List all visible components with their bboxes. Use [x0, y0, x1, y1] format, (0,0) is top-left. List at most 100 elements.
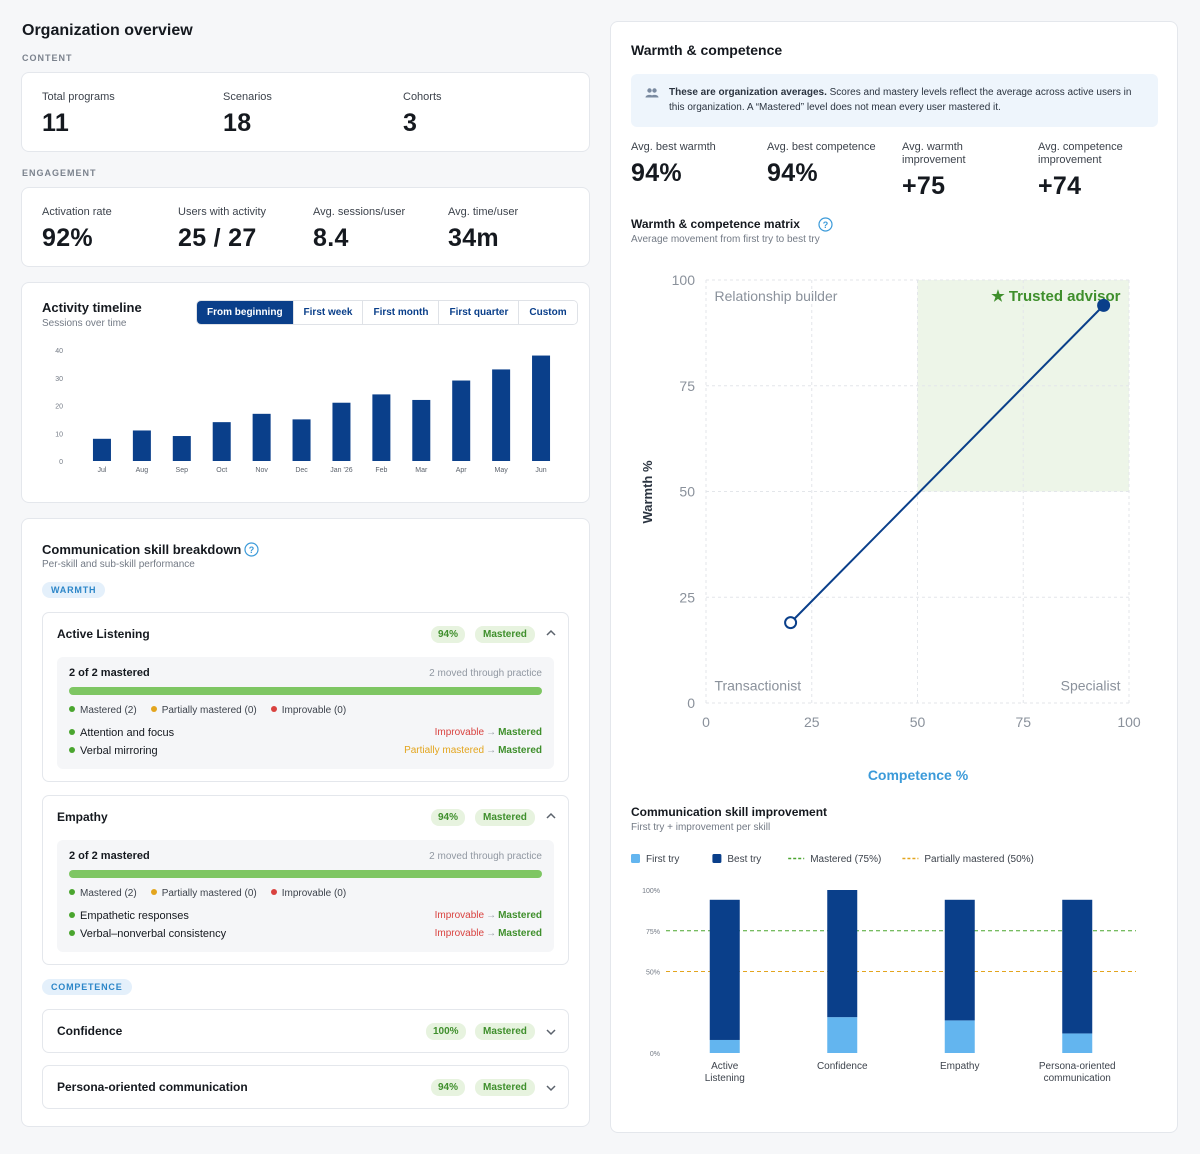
help-icon[interactable]: ?	[244, 542, 259, 557]
subskill-row: Verbal–nonverbal consistency Improvable →…	[69, 928, 542, 940]
chevron-down-icon[interactable]	[544, 1025, 558, 1039]
y-tick-label: 100%	[642, 888, 660, 895]
x-tick-label: Nov	[255, 467, 268, 474]
subskill-row: Verbal mirroring Partially mastered → Mast…	[69, 745, 542, 757]
range-custom[interactable]: Custom	[519, 301, 577, 324]
x-tick-label: Active	[711, 1061, 739, 1072]
x-tick-label: Listening	[705, 1073, 745, 1084]
warmth-title: Warmth & competence	[631, 42, 783, 58]
range-first-month[interactable]: First month	[363, 301, 440, 324]
x-tick-label: 25	[804, 714, 820, 730]
stat-label: Avg. best warmth	[631, 141, 716, 153]
stat-value: 94%	[767, 159, 818, 187]
stat-value: 25 / 27	[178, 224, 257, 252]
bar	[372, 394, 391, 461]
skill-card-persona-oriented[interactable]: Persona-oriented communication 94% Maste…	[42, 1065, 569, 1109]
bar	[172, 436, 191, 461]
mastery-legend: Mastered (2) Partially mastered (0) Impr…	[69, 888, 346, 899]
y-tick-label: 0%	[650, 1051, 660, 1058]
stat-value: +74	[1038, 172, 1082, 200]
status-badge: Mastered	[475, 1079, 535, 1096]
bar	[132, 430, 151, 461]
legend-improvable: Improvable (0)	[270, 705, 346, 716]
content-stats-card: Total programs 11 Scenarios 18 Cohorts 3	[21, 72, 590, 152]
dot-icon	[69, 706, 75, 712]
y-tick-label: 40	[55, 348, 63, 355]
warmth-competence-card: Warmth & competence These are organizati…	[610, 21, 1178, 1133]
arrow-right-icon: →	[486, 910, 497, 921]
x-tick-label: 100	[1117, 714, 1141, 730]
stacked-bar-segment	[827, 1017, 858, 1053]
legend-label: Partially mastered (50%)	[924, 854, 1033, 865]
chevron-up-icon[interactable]	[544, 626, 558, 640]
x-tick-label: Empathy	[940, 1061, 979, 1072]
bar	[412, 399, 431, 461]
skill-score-badge: 94%	[431, 1079, 466, 1096]
stat-label: Avg. warmth improvement	[902, 141, 966, 166]
y-tick-label: 50%	[646, 970, 660, 977]
page-title: Organization overview	[22, 22, 193, 39]
skill-improvement-chart: First try Best try Mastered (75%) Partially…	[631, 854, 1136, 1084]
stat-label: Activation rate	[42, 206, 112, 218]
svg-text:?: ?	[249, 545, 255, 555]
mastery-legend: Mastered (2) Partially mastered (0) Impr…	[69, 705, 346, 716]
subskill-row: Attention and focus Improvable → Mastered	[69, 727, 542, 739]
quadrant-label-bottom-left: Transactionist	[714, 677, 801, 693]
users-icon	[645, 88, 659, 98]
y-tick-label: 0	[59, 459, 63, 466]
stat-label: Users with activity	[178, 206, 267, 218]
org-average-note: These are organization averages. Scores …	[631, 74, 1158, 127]
bar	[92, 438, 111, 461]
chevron-up-icon[interactable]	[544, 809, 558, 823]
stacked-bar-segment	[944, 1020, 975, 1053]
chevron-down-icon[interactable]	[544, 1081, 558, 1095]
x-tick-label: 0	[702, 714, 710, 730]
note-text: These are organization averages. Scores …	[669, 87, 1132, 113]
dot-icon	[69, 889, 75, 895]
x-tick-label: communication	[1044, 1073, 1111, 1084]
skill-name: Confidence	[57, 1024, 123, 1038]
skill-card-active-listening: Active Listening 94% Mastered 2 of 2 mas…	[42, 612, 569, 782]
arrow-right-icon: →	[486, 745, 497, 756]
stacked-bar-segment	[1062, 899, 1093, 1034]
legend-improvable: Improvable (0)	[270, 888, 346, 899]
stat-label: Avg. competence improvement	[1038, 141, 1123, 166]
skill-score-badge: 100%	[426, 1023, 466, 1040]
skill-breakdown-card: Communication skill breakdown ? Per-skil…	[21, 518, 590, 1127]
x-tick-label: Apr	[456, 467, 468, 474]
breakdown-title: Communication skill breakdown	[42, 542, 242, 557]
engagement-stats-card: Activation rate 92% Users with activity …	[21, 187, 590, 267]
matrix-title: Warmth & competence matrix	[631, 217, 800, 231]
bar	[252, 413, 271, 461]
dot-icon	[69, 747, 75, 753]
help-icon[interactable]: ?	[818, 217, 833, 232]
skill-name: Persona-oriented communication	[57, 1080, 248, 1094]
stat-value: 18	[223, 109, 252, 137]
skill-score-badge: 94%	[431, 809, 466, 826]
activity-timeline-card: Activity timeline Sessions over time Fro…	[21, 282, 590, 503]
timeline-title: Activity timeline	[42, 300, 142, 315]
y-tick-label: 30	[55, 376, 63, 383]
stat-value: 34m	[448, 224, 499, 252]
quadrant-label-bottom-right: Specialist	[1061, 677, 1121, 693]
legend-partial: Partially mastered (0)	[150, 888, 257, 899]
dot-icon	[270, 889, 277, 895]
status-badge: Mastered	[475, 626, 535, 643]
range-first-quarter[interactable]: First quarter	[439, 301, 520, 324]
dot-icon	[69, 729, 75, 735]
range-first-week[interactable]: First week	[293, 301, 364, 324]
skill-card-confidence[interactable]: Confidence 100% Mastered	[42, 1009, 569, 1053]
y-axis-label: Warmth %	[640, 460, 655, 524]
mastery-progress-bar	[69, 870, 542, 878]
range-from-beginning[interactable]: From beginning	[197, 301, 294, 324]
engagement-section-label: ENGAGEMENT	[22, 168, 97, 178]
y-tick-label: 75%	[646, 929, 660, 936]
mastered-summary: 2 of 2 mastered	[69, 667, 150, 679]
skill-detail-panel: 2 of 2 mastered 2 moved through practice…	[57, 840, 554, 952]
content-section-label: CONTENT	[22, 53, 73, 63]
y-tick-label: 0	[687, 695, 695, 711]
first-try-point	[784, 616, 798, 630]
stat-value: 8.4	[313, 224, 349, 252]
status-badge: Mastered	[475, 1023, 535, 1040]
skill-name: Empathy	[57, 810, 108, 824]
